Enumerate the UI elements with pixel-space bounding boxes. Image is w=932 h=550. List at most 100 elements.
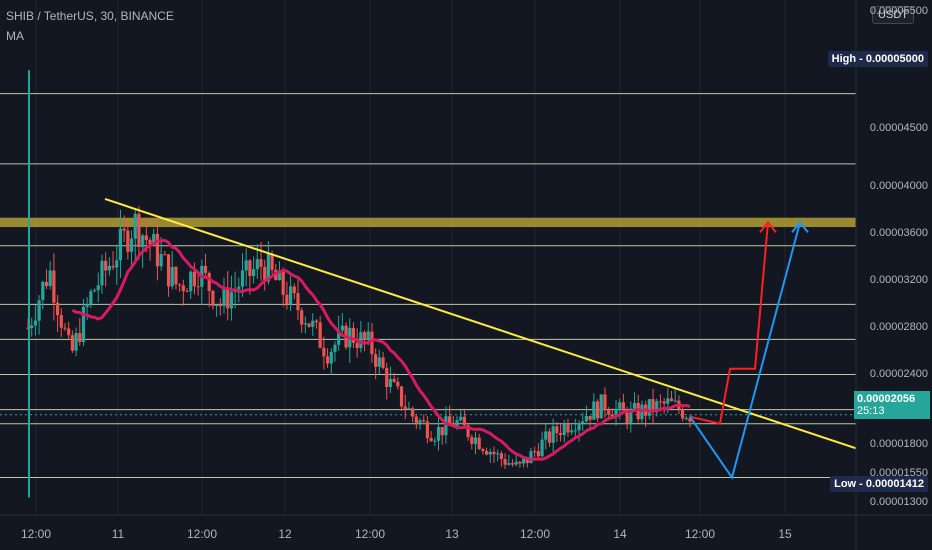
candle-body [129,238,134,252]
candle-body [92,290,97,292]
currency-button[interactable]: USDT [872,6,914,24]
candle-body [655,401,659,413]
candle-body [244,260,248,271]
candle-body [510,463,515,465]
candle-body [540,439,544,457]
time-axis-label: 12 [278,527,292,541]
candle-body [318,322,322,348]
price-axis-label: 0.00005500 [869,4,928,17]
candle-body [544,431,548,440]
time-axis-label: 12:00 [684,527,716,541]
candle-body [673,400,677,402]
candle-body [152,233,156,245]
candle-body [462,416,467,426]
candle-body [141,235,145,248]
candle-body [296,293,300,311]
candle-body [274,269,278,281]
candle-body [636,402,640,420]
candle-body [407,408,411,410]
indicator-ma-label[interactable]: MA [6,29,24,43]
candle-body [52,270,56,303]
candle-body [303,323,307,325]
candle-body [366,331,370,341]
candle-body [270,253,274,270]
candle-body [240,270,245,287]
candle-body [684,418,688,420]
candle-body [55,302,60,316]
candle-body [89,291,93,305]
candle-body [307,323,311,327]
symbol-title[interactable]: SHIB / TetherUS, 30, BINANCE [6,9,174,23]
candle-body [255,259,259,270]
candle-body [107,265,111,271]
descending-trendline [104,198,857,450]
candle-body [381,357,385,369]
candle-body [688,418,692,422]
candle-body [155,233,160,267]
candle-body [292,286,296,294]
candle-body [533,451,537,453]
time-axis-label: 13 [445,527,459,541]
candle-body [174,266,178,285]
candle-body [118,228,123,261]
candle-body [558,433,563,436]
candle-body [351,327,356,343]
candle-body [74,333,78,351]
candle-body [481,449,485,451]
candle-body [285,294,289,305]
projection-blue-path [689,222,801,480]
candle-body [85,304,89,307]
resistance-zone [0,217,856,228]
candle-body [473,437,478,444]
candle-body [577,423,581,431]
candle-body [33,320,37,326]
candle-body [222,287,226,307]
candle-body [403,406,407,410]
candle-body [181,285,185,292]
candle-body [37,300,41,321]
candle-body [166,254,171,287]
candle-body [48,270,52,287]
candle-body [499,453,503,460]
candle-body [96,285,100,291]
candle-body [359,332,363,349]
candle-body [377,357,381,367]
candle-body [263,266,267,282]
candle-body [111,265,115,268]
candle-body [414,416,418,423]
candle-body [104,260,108,271]
candle-body [470,437,474,444]
candle-body [281,270,285,295]
candle-body [229,292,234,309]
candle-body [632,402,637,409]
candle-body [595,401,600,419]
candle-body [44,281,49,287]
candle-body [514,461,518,465]
candle-body [333,344,337,352]
candle-body [355,342,359,349]
high-label: High [831,53,857,65]
projection-red-arrowhead [759,220,777,234]
price-axis-label: 0.00004500 [869,121,928,134]
candle-body [584,416,589,422]
candle-body [669,398,674,402]
candle-body [100,260,104,286]
candle-body [115,260,119,268]
candle-body [148,239,152,245]
candle-body [547,431,552,443]
candle-body [399,386,404,407]
last-price-tag: 0.00002056 25:13 [854,391,930,419]
candle-body [492,451,496,455]
candle-body [603,394,607,411]
candle-body [41,281,45,301]
low-value: 0.00001412 [865,478,924,490]
candle-body [81,306,86,342]
candle-body [629,408,633,424]
candle-body [618,402,622,409]
candle-body [259,259,263,267]
candle-body [396,381,400,387]
price-axis-label: 0.00003200 [869,273,928,286]
candle-body [392,378,396,382]
candle-body [322,347,326,357]
